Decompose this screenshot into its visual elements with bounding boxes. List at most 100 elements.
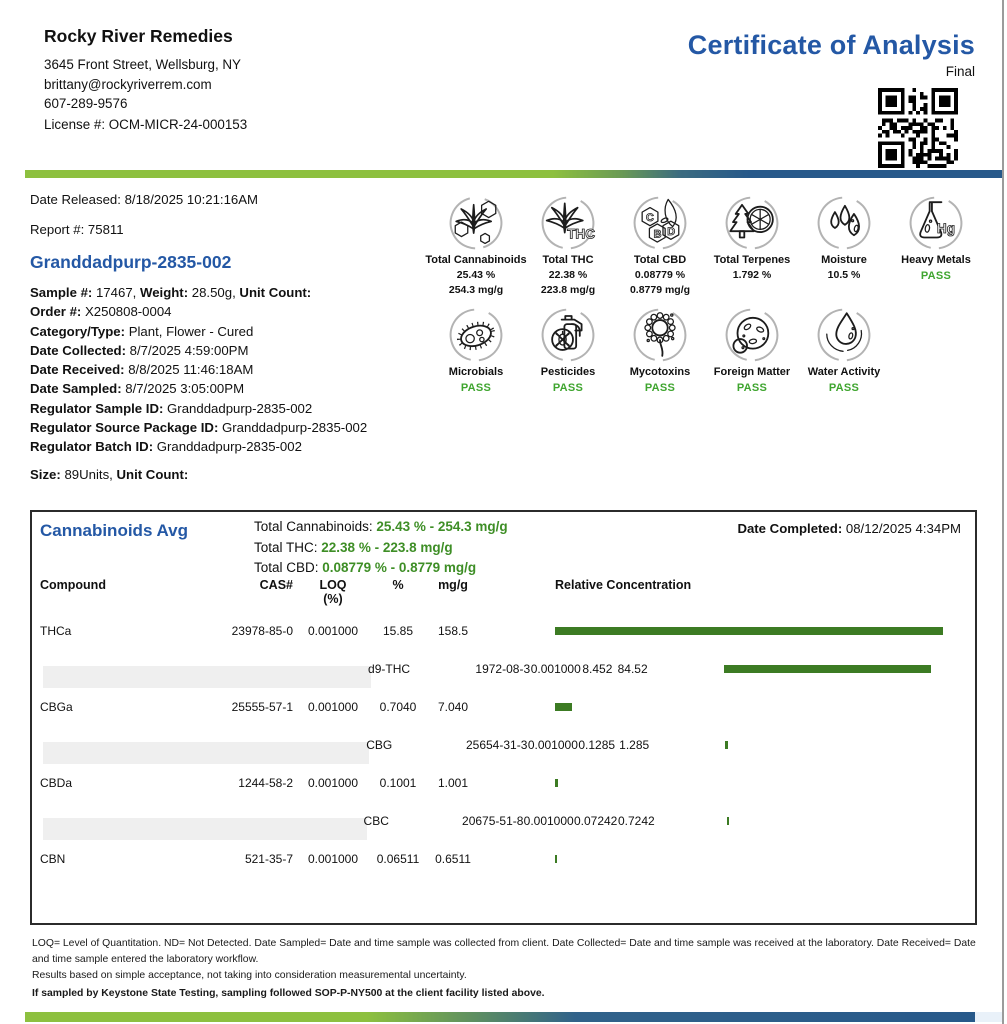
- field-value: Granddadpurp-2835-002: [153, 439, 302, 455]
- col-relative-concentration: Relative Concentration: [555, 578, 692, 592]
- sample-detail-line: Order #: X250808-0004: [30, 302, 432, 321]
- relative-concentration-cell: [555, 627, 947, 635]
- badge-label: Total Terpenes: [713, 254, 791, 266]
- relative-concentration-cell: [727, 817, 975, 825]
- badge-value: 0.08779 %: [634, 269, 686, 281]
- field-label: Date Collected:: [30, 342, 126, 358]
- percent-cell: 0.06511: [376, 852, 420, 866]
- qr-code: [878, 88, 958, 168]
- col-mgg: mg/g: [438, 578, 468, 592]
- concentration-bar: [723, 665, 931, 673]
- microbials-icon: [447, 306, 505, 364]
- sample-info-panel: Date Released: 8/18/2025 10:21:16AM Repo…: [30, 192, 432, 484]
- footnote-definitions: LOQ= Level of Quantitation. ND= Not Dete…: [32, 938, 976, 965]
- badge-label: Total Cannabinoids: [425, 254, 527, 266]
- footnote-results: Results based on simple acceptance, not …: [32, 970, 467, 981]
- col-percent: %: [392, 578, 404, 592]
- date-completed: Date Completed: 08/12/2025 4:34PM: [737, 521, 961, 536]
- pesticides-icon: [539, 306, 597, 364]
- mgg-cell: 0.7242: [617, 814, 655, 828]
- mgg-cell: 0.6511: [435, 852, 471, 866]
- header-divider: [25, 170, 1003, 178]
- cannabinoids-section: Cannabinoids Avg Total Cannabinoids: 25.…: [30, 510, 977, 925]
- table-row-thca: THCa 23978-85-0 0.001000 15.85 158.5: [32, 612, 975, 650]
- table-header-row: Compound CAS# LOQ (%) % mg/g Relative Co…: [32, 578, 975, 612]
- moisture-icon: [815, 194, 873, 252]
- relative-concentration-cell: [723, 665, 975, 673]
- svg-text:THC: THC: [567, 226, 595, 241]
- test-badge-foreign-matter: Foreign Matter PASS: [706, 306, 798, 394]
- mgg-cell: 1.285: [619, 738, 650, 752]
- compound-cell: CBGa: [40, 700, 73, 714]
- cbd-icon: C B D: [631, 194, 689, 252]
- compound-cell: CBC: [363, 814, 389, 828]
- compound-cell: CBG: [366, 738, 393, 752]
- field-value: 8/8/2025 11:46:18AM: [124, 362, 254, 378]
- cas-cell: 1972-08-3: [475, 662, 531, 676]
- footnote-sampling: If sampled by Keystone State Testing, sa…: [32, 988, 545, 999]
- relative-concentration-cell: [555, 779, 947, 787]
- field-label: Sample #:: [30, 285, 93, 300]
- water-activity-icon: [815, 306, 873, 364]
- field-value: X250808-0004: [81, 304, 172, 320]
- table-row-cbn: CBN 521-35-7 0.001000 0.06511 0.6511: [32, 840, 975, 878]
- loq-cell: 0.001000: [307, 852, 359, 866]
- sample-detail-line: Date Received: 8/8/2025 11:46:18AM: [30, 360, 432, 379]
- field-label: Date Sampled:: [30, 381, 122, 397]
- badge-label: Moisture: [821, 254, 867, 266]
- table-row-d9-thc: d9-THC 1972-08-3 0.001000 8.452 84.52: [32, 650, 975, 688]
- relative-concentration-cell: [555, 703, 947, 711]
- field-label: Regulator Source Package ID:: [30, 420, 219, 436]
- col-compound: Compound: [40, 578, 106, 592]
- test-badge-heavy-metals: Hg Heavy Metals PASS: [890, 194, 982, 296]
- field-label: Regulator Sample ID:: [30, 400, 164, 416]
- badge-label: Total CBD: [633, 254, 687, 266]
- badge-label: Mycotoxins: [629, 366, 691, 378]
- table-row-cbc: CBC 20675-51-8 0.001000 0.07242 0.7242: [32, 802, 975, 840]
- badge-label: Heavy Metals: [901, 254, 971, 266]
- field-label: Regulator Batch ID:: [30, 439, 154, 455]
- field-value: Granddadpurp-2835-002: [218, 420, 368, 436]
- total-thc-line: Total THC: 22.38 % - 223.8 mg/g: [254, 538, 508, 559]
- concentration-bar: [555, 627, 943, 635]
- page-title: Certificate of Analysis: [687, 30, 975, 60]
- concentration-bar: [725, 741, 729, 749]
- foreign-matter-icon: [723, 306, 781, 364]
- page-edge: [1002, 0, 1004, 1024]
- footer-divider-tail: [975, 1012, 1002, 1022]
- cas-cell: 20675-51-8: [462, 814, 524, 828]
- test-badge-total-thc: THC Total THC 22.38 % 223.8 mg/g: [522, 194, 614, 296]
- cas-cell: 521-35-7: [244, 852, 293, 866]
- sample-detail-line: Date Collected: 8/7/2025 4:59:00PM: [30, 341, 432, 360]
- percent-cell: 0.1001: [379, 776, 417, 790]
- sample-detail-line: Regulator Sample ID: Granddadpurp-2835-0…: [30, 399, 432, 418]
- percent-cell: 8.452: [582, 662, 613, 676]
- row-shade: [43, 818, 367, 840]
- test-badge-water-activity: Water Activity PASS: [798, 306, 890, 394]
- test-badge-total-cannabinoids: Total Cannabinoids 25.43 % 254.3 mg/g: [425, 194, 527, 296]
- field-label: Unit Count:: [116, 466, 189, 482]
- field-label: Category/Type:: [30, 323, 126, 339]
- field-label: Weight:: [139, 285, 189, 300]
- loq-cell: 0.001000: [527, 738, 578, 752]
- col-loq-line1: LOQ: [319, 578, 347, 592]
- cannabinoids-icon: [447, 194, 505, 252]
- section-title: Cannabinoids Avg: [40, 521, 188, 540]
- pass-status: PASS: [828, 382, 860, 394]
- col-loq-line2: (%): [323, 592, 343, 606]
- field-label: Date Received:: [30, 362, 125, 378]
- sample-details: Sample #: 17467, Weight: 28.50g, Unit Co…: [30, 283, 432, 457]
- badge-label: Foreign Matter: [713, 366, 791, 378]
- test-badge-total-cbd: C B D Total CBD 0.08779 % 0.8779 mg/g: [614, 194, 706, 296]
- lab-license: License #: OCM-MICR-24-000153: [44, 116, 248, 132]
- cas-cell: 23978-85-0: [231, 624, 293, 638]
- mgg-cell: 7.040: [437, 700, 469, 714]
- mgg-cell: 84.52: [617, 662, 648, 676]
- compound-cell: d9-THC: [368, 662, 411, 676]
- badge-value: 22.38 %: [548, 269, 588, 281]
- test-badge-total-terpenes: Total Terpenes 1.792 %: [706, 194, 798, 296]
- col-loq: LOQ (%): [293, 578, 373, 606]
- cannabinoids-table: Compound CAS# LOQ (%) % mg/g Relative Co…: [32, 578, 975, 878]
- test-badge-mycotoxins: Mycotoxins PASS: [614, 306, 706, 394]
